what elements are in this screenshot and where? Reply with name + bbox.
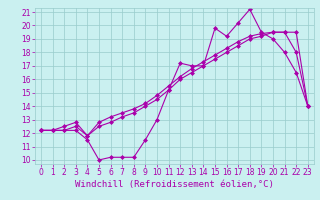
X-axis label: Windchill (Refroidissement éolien,°C): Windchill (Refroidissement éolien,°C) xyxy=(75,180,274,189)
